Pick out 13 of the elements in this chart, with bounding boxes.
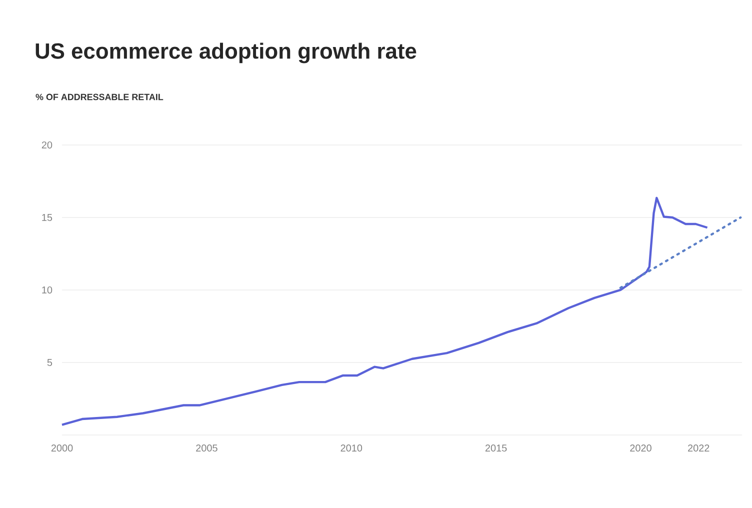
x-tick-label: 2020 <box>630 444 652 452</box>
y-tick-label: 15 <box>42 214 52 221</box>
chart-subtitle: % OF ADDRESSABLE RETAIL <box>36 94 164 100</box>
x-tick-label: 2010 <box>340 444 362 452</box>
x-tick-label: 2005 <box>196 444 218 452</box>
y-tick-label: 10 <box>42 286 52 294</box>
y-tick-label: 20 <box>42 141 52 149</box>
chart-title: US ecommerce adoption growth rate <box>36 42 416 64</box>
x-tick-label: 2000 <box>51 444 73 452</box>
line-series <box>60 196 708 426</box>
x-tick-label: 2022 <box>688 444 710 452</box>
y-tick-label: 5 <box>47 359 52 366</box>
x-tick-label: 2015 <box>485 444 507 452</box>
